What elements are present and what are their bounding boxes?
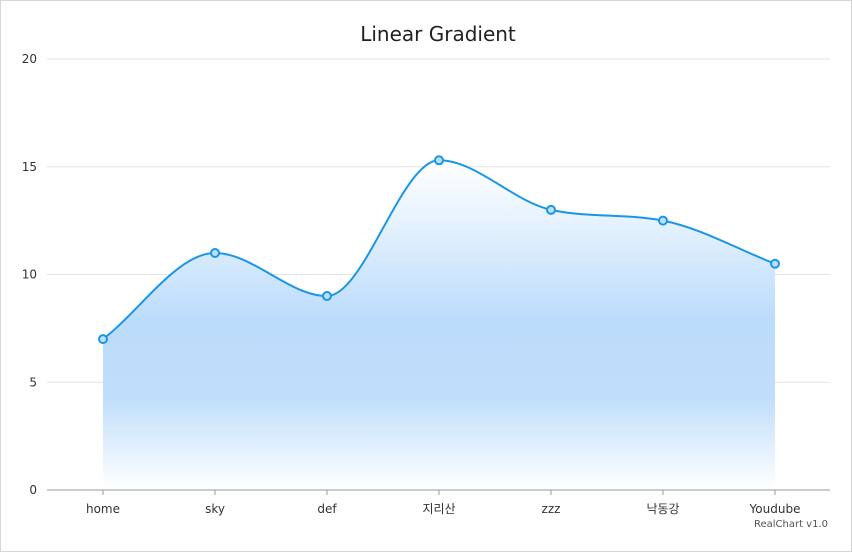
x-tick-label: def xyxy=(317,502,337,516)
data-point[interactable] xyxy=(98,334,108,345)
y-tick-label: 0 xyxy=(29,483,37,497)
data-point[interactable] xyxy=(210,247,220,258)
axes: 0 5 10 15 20 home sky def 지리산 zzz 낙동강 Youdube xyxy=(22,52,830,516)
chart-title: Linear Gradient xyxy=(360,22,516,46)
x-tick-label: 낙동강 xyxy=(646,502,679,516)
x-tick-label: 지리산 xyxy=(422,502,455,516)
y-tick-label: 5 xyxy=(29,375,37,389)
data-point[interactable] xyxy=(770,258,780,269)
data-point[interactable] xyxy=(546,204,556,215)
area-series xyxy=(102,159,776,490)
data-points xyxy=(98,155,780,345)
x-tick-label: home xyxy=(86,502,120,516)
data-point[interactable] xyxy=(434,155,444,166)
data-point[interactable] xyxy=(658,215,668,226)
y-tick-label: 15 xyxy=(22,160,37,174)
data-point[interactable] xyxy=(322,291,332,302)
x-tick-label: Youdube xyxy=(749,502,801,516)
credit-label: RealChart v1.0 xyxy=(754,519,828,530)
x-tick-label: zzz xyxy=(542,502,561,516)
area-fill xyxy=(103,160,775,490)
y-tick-label: 10 xyxy=(22,268,37,282)
y-tick-label: 20 xyxy=(22,52,37,66)
x-tick-label: sky xyxy=(205,502,225,516)
